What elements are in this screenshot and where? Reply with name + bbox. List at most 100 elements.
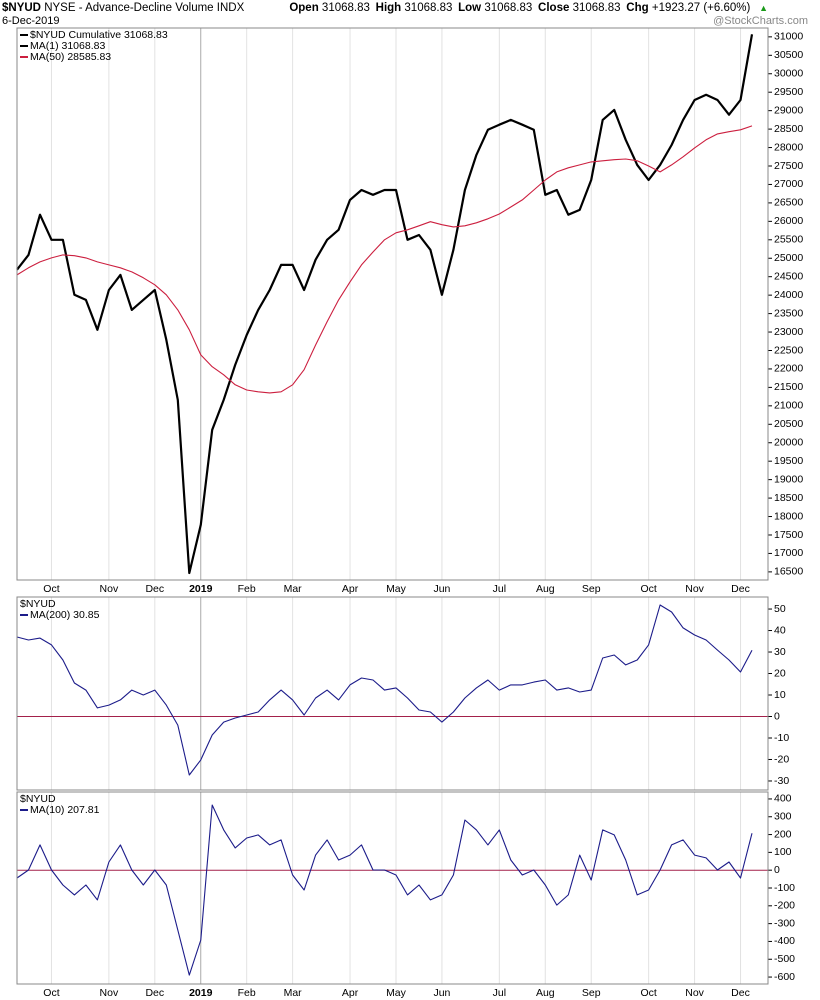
x-tick-label: Jul	[493, 583, 506, 595]
x-tick-label: May	[386, 583, 407, 595]
x-tick-label: Jul	[493, 987, 506, 999]
y-tick-label: 24000	[774, 289, 803, 301]
series-line	[16, 125, 753, 394]
y-tick-label: 100	[774, 846, 792, 858]
x-tick-label: 2019	[189, 987, 213, 999]
y-tick-label: -300	[774, 917, 795, 929]
quote-label: Close	[538, 2, 570, 14]
y-tick-label: 17000	[774, 547, 803, 559]
source: @StockCharts.com	[713, 15, 808, 27]
y-tick-label: -100	[774, 882, 795, 894]
x-tick-label: Nov	[100, 583, 119, 595]
y-tick-label: 23000	[774, 326, 803, 338]
quote: Open 31068.83 High 31068.83 Low 31068.83…	[289, 2, 768, 14]
quote-value: 31068.83	[404, 2, 453, 14]
y-tick-label: 28500	[774, 123, 803, 135]
x-tick-label: Mar	[284, 987, 303, 999]
x-tick-label: Nov	[100, 987, 119, 999]
y-tick-label: 19500	[774, 455, 803, 467]
y-tick-label: 29500	[774, 86, 803, 98]
header: $NYUD NYSE - Advance-Decline Volume INDX…	[0, 2, 820, 16]
x-tick-label: Oct	[640, 987, 656, 999]
y-tick-label: 17500	[774, 529, 803, 541]
quote-value: 31068.83	[484, 2, 533, 14]
y-tick-label: 20000	[774, 437, 803, 449]
quote-value: 31068.83	[572, 2, 621, 14]
x-tick-label: Dec	[731, 987, 750, 999]
x-tick-label: 2019	[189, 583, 213, 595]
panel-frame	[16, 596, 769, 791]
legend-entry: MA(10) 207.81	[30, 804, 100, 816]
title: $NYUD NYSE - Advance-Decline Volume INDX	[2, 2, 244, 14]
y-tick-label: 31000	[774, 31, 803, 43]
y-tick-label: 22000	[774, 363, 803, 375]
x-tick-label: Nov	[685, 987, 704, 999]
y-tick-label: 400	[774, 793, 792, 805]
y-tick-label: 30500	[774, 49, 803, 61]
x-tick-label: Dec	[145, 583, 164, 595]
x-tick-label: Aug	[536, 987, 555, 999]
y-tick-label: 300	[774, 811, 792, 823]
quote-label: High	[375, 2, 402, 14]
y-tick-label: 30	[774, 646, 786, 658]
x-tick-label: Apr	[342, 987, 359, 999]
y-tick-label: 26000	[774, 215, 803, 227]
y-tick-label: 50	[774, 603, 786, 615]
y-tick-label: 21000	[774, 400, 803, 412]
y-tick-label: 16500	[774, 566, 803, 578]
y-tick-label: 18500	[774, 492, 803, 504]
x-tick-label: Jun	[433, 987, 450, 999]
legend-entry: MA(50) 28585.83	[30, 51, 111, 63]
legend-entry: $NYUD	[20, 598, 56, 610]
y-tick-label: 27500	[774, 160, 803, 172]
y-tick-label: -600	[774, 971, 795, 983]
series-line	[16, 804, 753, 976]
y-tick-label: -500	[774, 953, 795, 965]
x-tick-label: Oct	[43, 987, 59, 999]
panel-frame	[16, 791, 769, 985]
y-tick-label: 19000	[774, 473, 803, 485]
x-tick-label: Mar	[284, 583, 303, 595]
x-tick-label: Oct	[43, 583, 59, 595]
y-tick-label: -20	[774, 753, 789, 765]
y-tick-label: 25000	[774, 252, 803, 264]
series-line	[16, 604, 753, 776]
x-tick-label: Dec	[731, 583, 750, 595]
legend-entry: $NYUD Cumulative 31068.83	[30, 29, 168, 41]
x-tick-label: Sep	[582, 583, 601, 595]
y-tick-label: 25500	[774, 234, 803, 246]
x-tick-label: May	[386, 987, 407, 999]
y-tick-label: 10	[774, 689, 786, 701]
y-tick-label: 24500	[774, 270, 803, 282]
x-tick-label: Nov	[685, 583, 704, 595]
quote-label: Open	[289, 2, 319, 14]
legend-entry: MA(1) 31068.83	[30, 40, 105, 52]
y-tick-label: 20	[774, 667, 786, 679]
y-tick-label: -10	[774, 732, 789, 744]
y-tick-label: 22500	[774, 344, 803, 356]
y-tick-label: 20500	[774, 418, 803, 430]
y-tick-label: -400	[774, 935, 795, 947]
x-tick-label: Apr	[342, 583, 359, 595]
x-tick-label: Feb	[238, 583, 256, 595]
subheader: 6-Dec-2019 @StockCharts.com	[0, 15, 820, 28]
y-tick-label: -30	[774, 775, 789, 787]
x-tick-label: Oct	[640, 583, 656, 595]
symbol: $NYUD	[2, 2, 41, 14]
up-arrow: ▲	[759, 3, 768, 13]
series-line	[16, 34, 754, 575]
y-tick-label: 26500	[774, 197, 803, 209]
y-tick-label: -200	[774, 900, 795, 912]
legend-entry: MA(200) 30.85	[30, 609, 100, 621]
instrument-name: NYSE - Advance-Decline Volume INDX	[44, 2, 245, 14]
y-tick-label: 30000	[774, 68, 803, 80]
y-tick-label: 0	[774, 710, 780, 722]
y-tick-label: 40	[774, 624, 786, 636]
y-tick-label: 18000	[774, 510, 803, 522]
quote-value: 31068.83	[321, 2, 370, 14]
y-tick-label: 27000	[774, 178, 803, 190]
x-tick-label: Feb	[238, 987, 256, 999]
x-tick-label: Jun	[433, 583, 450, 595]
